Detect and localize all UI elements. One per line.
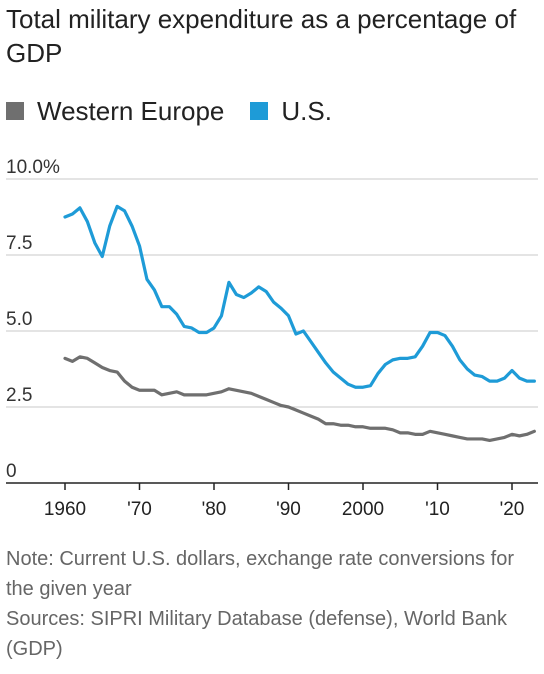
y-tick-label: 10.0% — [6, 157, 60, 178]
legend-label-us: U.S. — [281, 95, 332, 126]
legend-label-western-europe: Western Europe — [37, 95, 225, 126]
legend-item-western-europe: Western Europe — [6, 96, 224, 127]
x-tick-label: 2000 — [342, 499, 384, 520]
y-tick-label: 2.5 — [6, 385, 32, 406]
x-tick-label: '10 — [425, 499, 450, 520]
legend-swatch-western-europe — [6, 102, 24, 120]
x-tick-label: '70 — [127, 499, 152, 520]
legend-swatch-us — [250, 102, 269, 120]
y-tick-label: 0 — [6, 461, 17, 482]
y-tick-label: 7.5 — [6, 233, 32, 254]
chart-legend: Western Europe U.S. — [6, 94, 358, 128]
series-line-western-europe — [63, 355, 536, 443]
x-tick-label: 1960 — [44, 499, 86, 520]
line-chart: 0 2.5 5.0 7.5 10.0% 1960 '70 '80 '90 2000 '10 '20 — [6, 157, 538, 520]
note-text: Note: Current U.S. dollars, exchange rat… — [6, 548, 515, 600]
chart-title: Total military expenditure as a percenta… — [6, 4, 517, 68]
x-tick-label: '20 — [500, 499, 525, 520]
series-line-us — [63, 204, 536, 389]
sources-text: Sources: SIPRI Military Database (defens… — [6, 608, 507, 660]
x-tick-label: '80 — [202, 499, 227, 520]
y-tick-label: 5.0 — [6, 309, 32, 330]
legend-item-us: U.S. — [250, 96, 332, 127]
x-tick-label: '90 — [276, 499, 301, 520]
chart-notes: Note: Current U.S. dollars, exchange rat… — [6, 544, 540, 664]
